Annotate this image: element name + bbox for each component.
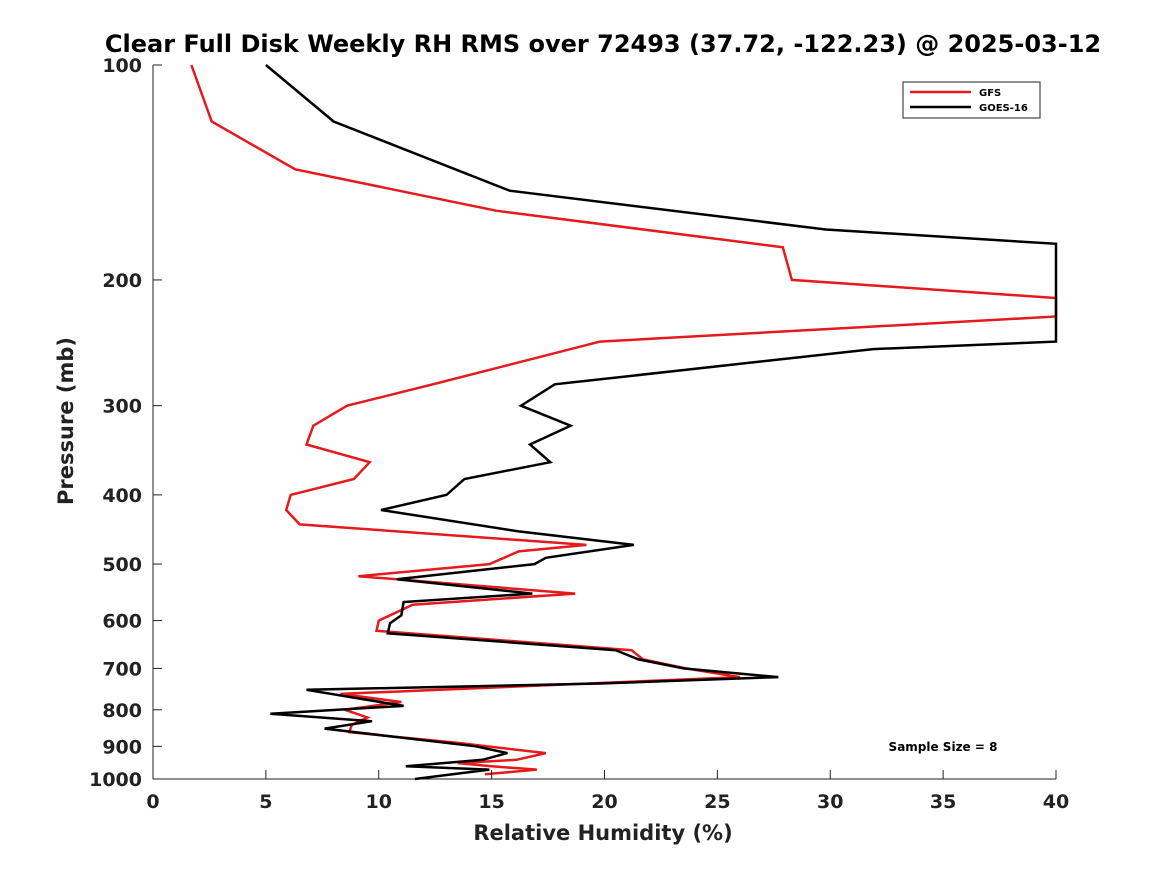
- y-tick-label: 100: [102, 55, 142, 77]
- legend-label-goes-16: GOES-16: [979, 103, 1028, 114]
- legend-label-gfs: GFS: [979, 88, 1001, 99]
- chart-title: Clear Full Disk Weekly RH RMS over 72493…: [105, 30, 1101, 58]
- legend: GFS GOES-16: [902, 81, 1041, 119]
- y-tick-label: 200: [102, 270, 142, 292]
- y-tick-label: 800: [102, 700, 142, 722]
- y-axis-label: Pressure (mb): [54, 337, 78, 505]
- plot-area: [152, 65, 1056, 780]
- x-tick-label: 5: [259, 791, 272, 813]
- series-layer: [190, 64, 1058, 781]
- x-tick-label: 25: [704, 791, 730, 813]
- y-tick-label: 500: [102, 554, 142, 576]
- y-tick-label: 1000: [89, 769, 142, 791]
- y-tick-label: 400: [102, 485, 142, 507]
- x-tick-label: 40: [1043, 791, 1069, 813]
- y-tick-label: 300: [102, 396, 142, 418]
- x-tick-label: 30: [817, 791, 843, 813]
- y-tick-label: 600: [102, 611, 142, 633]
- series-line-goes-16: [265, 64, 1058, 781]
- x-tick-label: 35: [930, 791, 956, 813]
- x-tick-label: 20: [591, 791, 617, 813]
- x-tick-label: 10: [366, 791, 392, 813]
- y-tick-label: 700: [102, 658, 142, 680]
- x-tick-label: 0: [146, 791, 159, 813]
- tick-layer: 0 5 10 15 20 25 30 35 40 100 200 300 400 500 600 700 800…: [89, 55, 1069, 813]
- y-tick-label: 900: [102, 736, 142, 758]
- sample-size-annotation: Sample Size = 8: [889, 740, 998, 754]
- series-line-gfs: [190, 64, 1058, 776]
- x-axis-label: Relative Humidity (%): [473, 821, 732, 845]
- legend-box: [902, 81, 1041, 119]
- x-tick-label: 15: [478, 791, 504, 813]
